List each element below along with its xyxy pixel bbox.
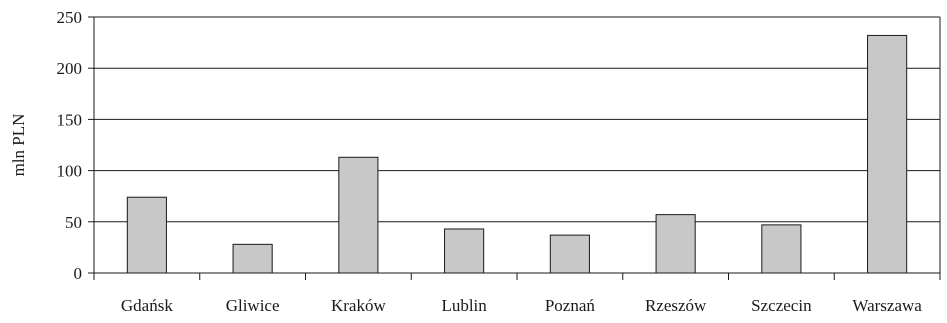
bar-4 <box>444 228 485 274</box>
x-tick-label: Poznań <box>545 296 596 315</box>
bars <box>126 34 908 274</box>
y-tick-label: 150 <box>57 110 83 129</box>
y-tick-label: 250 <box>57 8 83 27</box>
gridlines <box>94 16 940 223</box>
axes <box>88 16 941 280</box>
x-tick-label: Gdańsk <box>121 296 173 315</box>
y-tick-label: 200 <box>57 59 83 78</box>
y-axis-label: mln PLN <box>9 114 28 177</box>
x-tick-label: Lublin <box>441 296 487 315</box>
bar-8 <box>867 34 908 274</box>
x-tick-label: Rzeszów <box>645 296 707 315</box>
y-tick-label: 50 <box>65 213 82 232</box>
bar-7 <box>761 224 802 274</box>
bar-3 <box>338 156 379 274</box>
bar-2 <box>232 243 273 274</box>
x-tick-labels: Gdańsk Gliwice Kraków Lublin Poznań Rzeszów Sz… <box>121 296 922 315</box>
x-tick-label: Kraków <box>331 296 386 315</box>
x-tick-label: Szczecin <box>751 296 812 315</box>
bar-5 <box>549 234 590 274</box>
y-tick-labels: 0 50 100 150 200 250 <box>57 8 83 283</box>
bar-1 <box>126 196 167 274</box>
x-tick-label: Gliwice <box>226 296 280 315</box>
x-tick-label: Warszawa <box>852 296 922 315</box>
y-tick-label: 100 <box>57 162 83 181</box>
y-tick-label: 0 <box>74 264 83 283</box>
bar-6 <box>655 214 696 274</box>
